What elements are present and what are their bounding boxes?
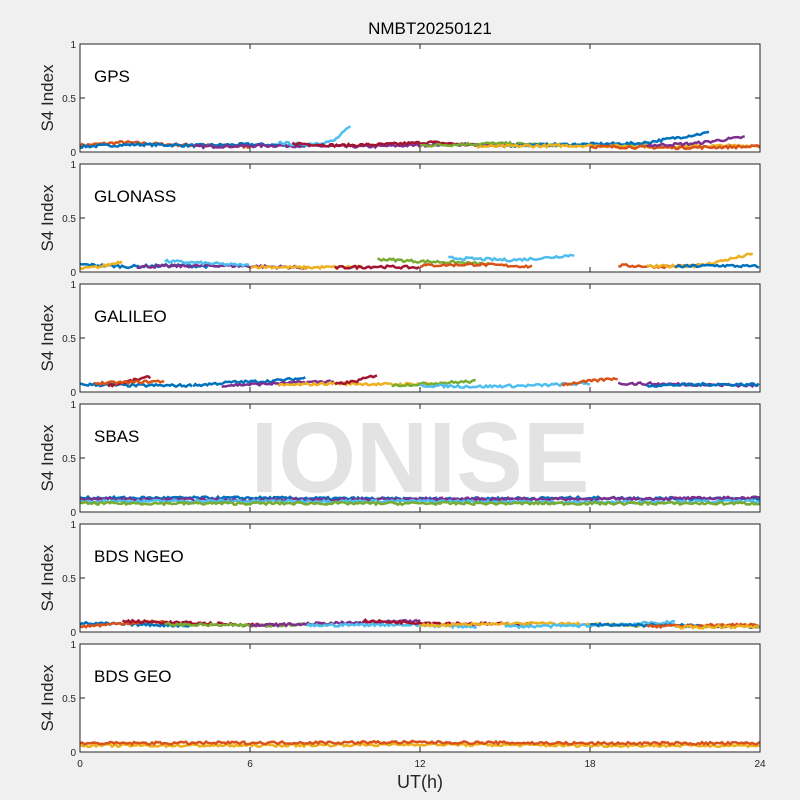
y-tick-label: 1 [70,640,76,651]
chart-title: NMBT20250121 [368,19,492,38]
plot-area [80,164,760,272]
panel-label: GALILEO [94,307,167,326]
y-tick-label: 0 [70,748,76,759]
y-tick-label: 1 [70,160,76,171]
panel-sbas: 0 0.5 1 SBAS S4 Index [38,400,761,519]
series-line-11 [674,263,760,269]
y-tick-label: 0.5 [62,574,76,585]
x-tick-label: 24 [754,759,766,770]
panel-label: BDS NGEO [94,547,184,566]
series-line-9 [646,135,745,148]
y-tick-label: 1 [70,520,76,531]
plot-area [80,44,760,152]
y-tick-label: 0 [70,508,76,519]
y-tick-label: 0 [70,148,76,159]
panel-galileo: 0 0.5 1 GALILEO S4 Index [38,280,761,399]
series-line-4 [221,379,335,389]
y-tick-label: 0.5 [62,94,76,105]
plot-area [80,284,760,392]
series-line-3 [277,125,352,147]
y-tick-label: 0 [70,388,76,399]
y-tick-label: 0.5 [62,694,76,705]
series-line-8 [589,144,761,151]
series-line-8 [419,381,591,390]
panel-label: SBAS [94,427,139,446]
series-line-6 [334,374,378,386]
series-line-1 [79,495,761,503]
series-line-5 [334,264,420,271]
series-line-0 [79,741,761,749]
y-tick-label: 1 [70,280,76,291]
y-tick-label: 1 [70,400,76,411]
y-axis-label: S4 Index [38,304,57,372]
y-tick-label: 0.5 [62,454,76,465]
panel-label: GPS [94,67,130,86]
y-axis-label: S4 Index [38,184,57,252]
y-tick-label: 0.5 [62,214,76,225]
series-line-3 [79,500,761,507]
panel-bds-ngeo: 0 0.5 1 BDS NGEO S4 Index [38,520,761,639]
y-axis-label: S4 Index [38,664,57,732]
series-line-7 [391,378,476,388]
series-line-1 [79,141,307,150]
x-tick-label: 6 [247,759,253,770]
x-axis-label: UT(h) [397,772,443,792]
series-line-7 [448,253,575,263]
series-line-8 [504,619,676,630]
y-tick-label: 0.5 [62,334,76,345]
y-axis-label: S4 Index [38,424,57,492]
series-line-9 [561,376,618,387]
panel-glonass: 0 0.5 1 GLONASS S4 Index [38,160,761,279]
series-line-10 [646,252,754,269]
panel-label: BDS GEO [94,667,171,686]
panel-gps: 0 0.5 1 GPS S4 Index [38,40,761,159]
x-tick-label: 12 [414,759,426,770]
series-line-1 [79,260,123,271]
series-line-2 [93,379,165,387]
series-line-7 [476,143,760,150]
panel-label: GLONASS [94,187,176,206]
x-tick-label: 0 [77,759,83,770]
y-axis-label: S4 Index [38,64,57,132]
plot-area [80,404,760,512]
series-line-0 [79,382,193,389]
series-line-3 [192,376,306,388]
plot-area [80,644,760,752]
series-line-4 [291,140,477,149]
series-line-11 [645,381,760,388]
series-line-10 [646,622,759,629]
y-tick-label: 0 [70,628,76,639]
x-tick-label: 18 [584,759,596,770]
plot-area [80,524,760,632]
y-tick-label: 0 [70,268,76,279]
panel-bds-geo: 0 6 12 18 24 0 0.5 1 BDS GEO S4 Index [38,640,766,770]
series-line-8 [419,262,533,269]
series-line-1 [79,739,761,747]
y-tick-label: 1 [70,40,76,51]
y-axis-label: S4 Index [38,544,57,612]
series-line-3 [164,258,250,268]
series-line-11 [674,623,760,630]
watermark: IONISE [251,402,590,514]
